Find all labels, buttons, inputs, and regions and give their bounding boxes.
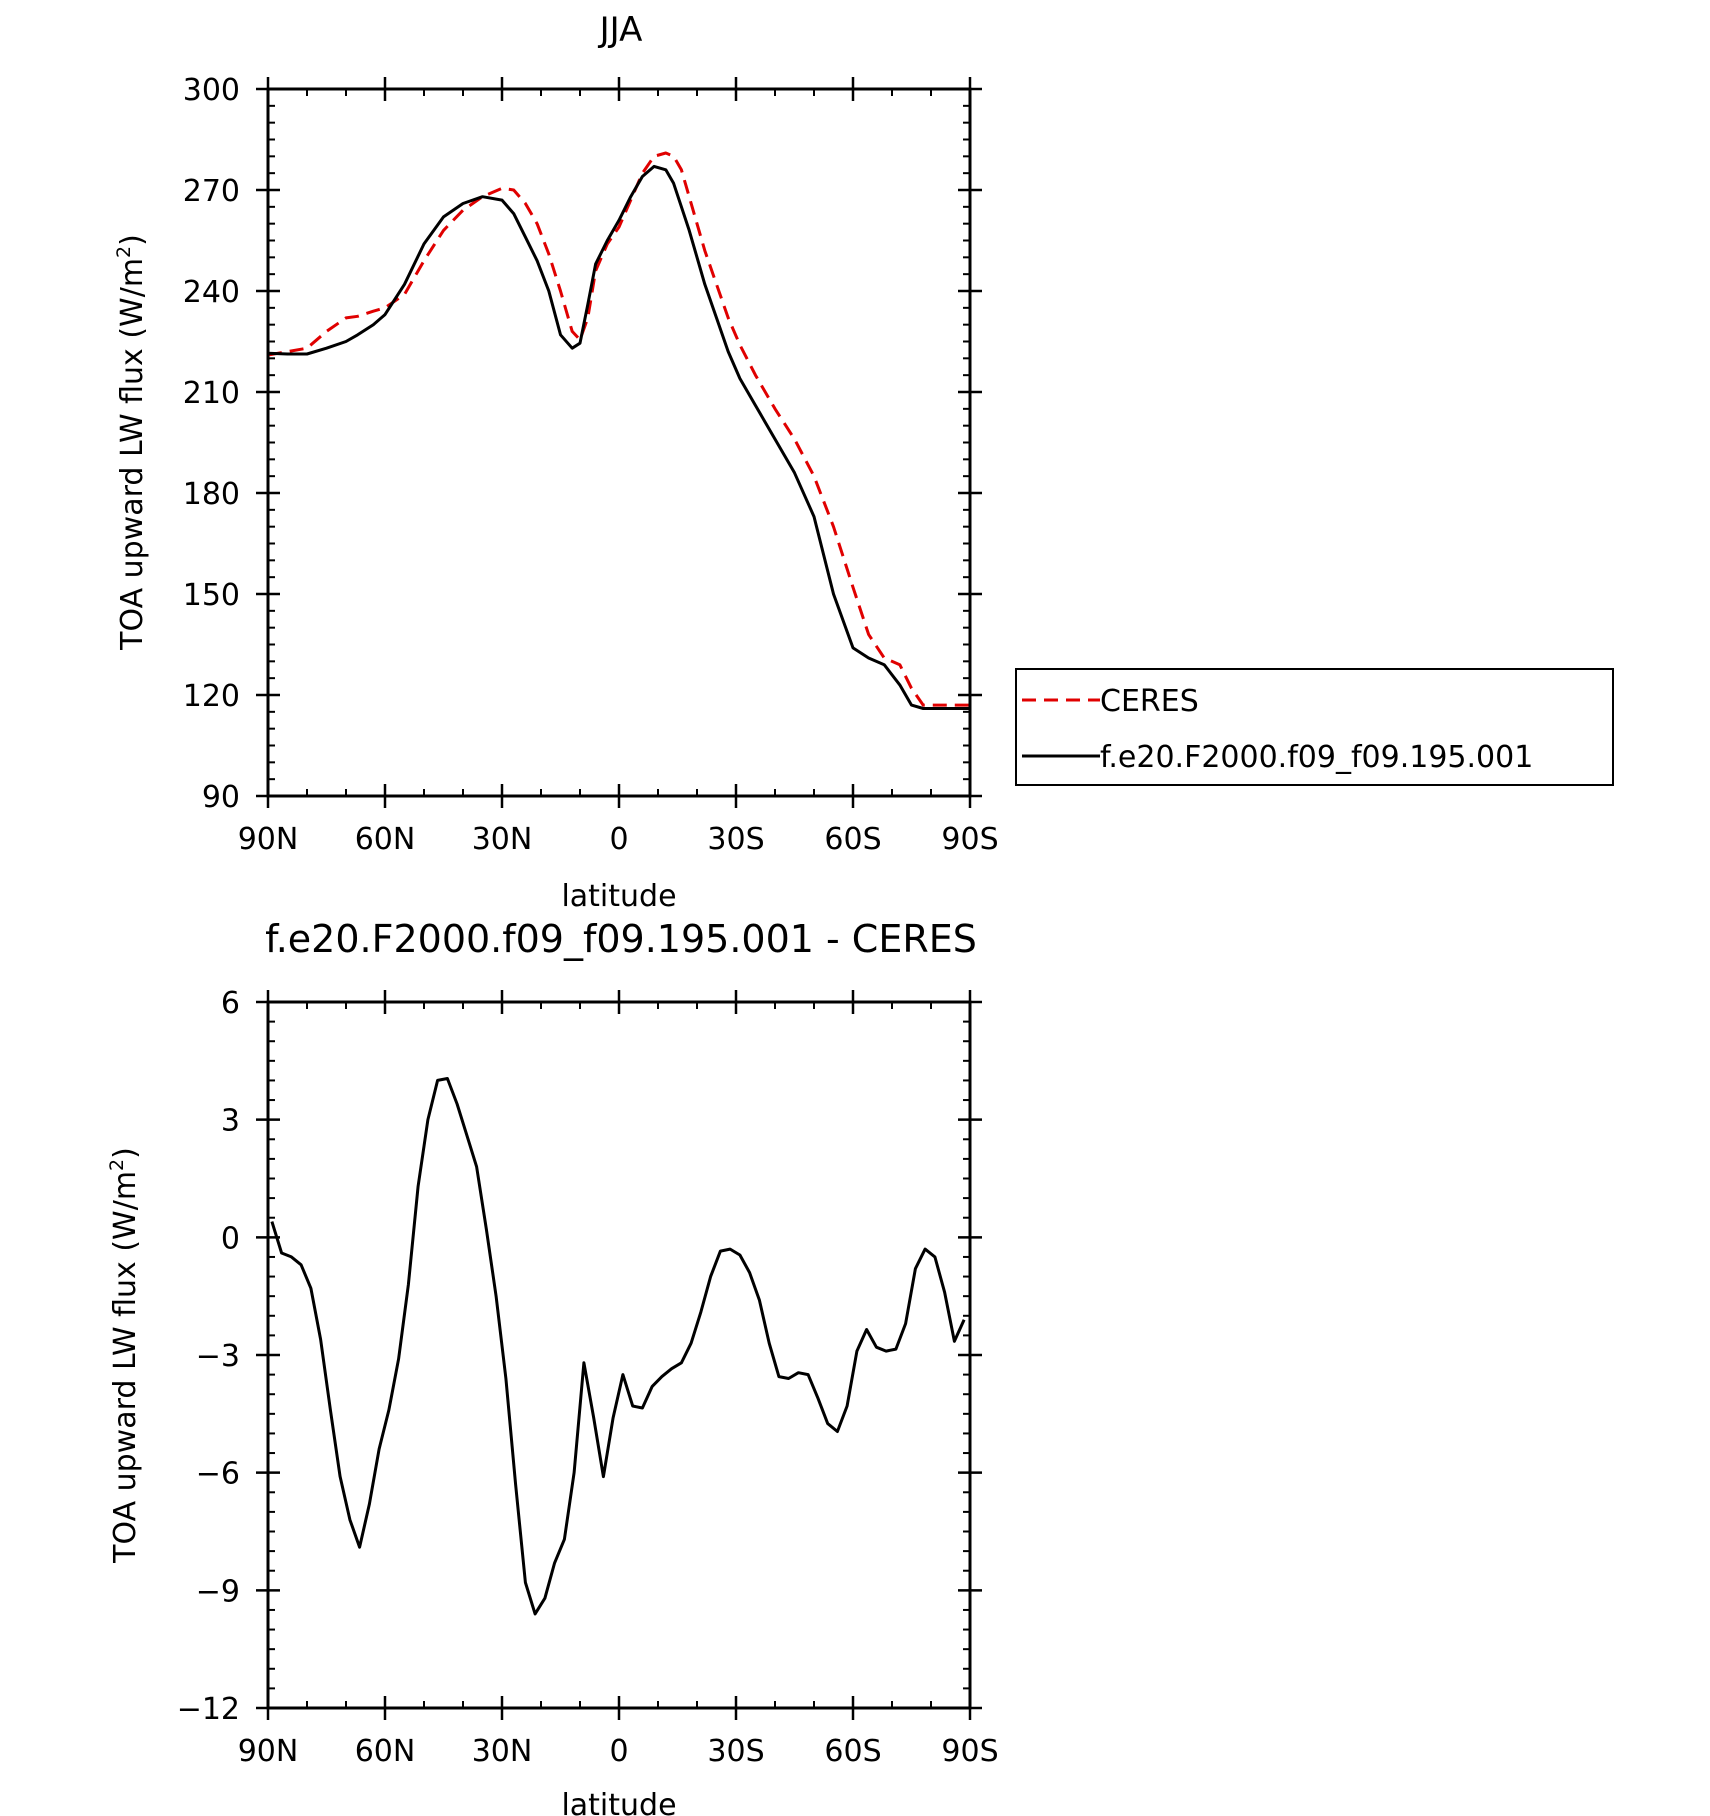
top-y-tick-label: 270 [183, 174, 240, 209]
top-y-tick-label: 150 [183, 578, 240, 613]
bottom-y-tick-label: −6 [196, 1457, 240, 1492]
bottom-y-tick-label: 3 [221, 1104, 240, 1139]
bottom-y-tick-label: 6 [221, 986, 240, 1021]
top-x-tick-label: 0 [609, 822, 628, 857]
top-panel: JJA 90 120 150 180 210 240 270 300 90N 60N 30N 0 30… [113, 10, 999, 914]
top-y-axis-label-tail: ) [115, 234, 150, 246]
top-y-axis-label-main: TOA upward LW flux (W/m [115, 258, 150, 651]
bottom-y-tick-label: −9 [196, 1574, 240, 1609]
bottom-x-tick-label: 30S [707, 1734, 764, 1769]
top-x-tick-label: 30N [472, 822, 533, 857]
legend-label-ceres: CERES [1100, 684, 1199, 719]
bottom-series-line-difference-0 [270, 1077, 966, 1616]
legend: CERES f.e20.F2000.f09_f09.195.001 [1015, 668, 1614, 786]
top-x-tick-labels: 90N 60N 30N 0 30S 60S 90S [238, 822, 999, 857]
top-series-line-ceres [267, 151, 970, 707]
bottom-x-tick-label: 90S [941, 1734, 998, 1769]
top-x-tick-label: 90S [941, 822, 998, 857]
bottom-x-tick-labels: 90N 60N 30N 0 30S 60S 90S [238, 1734, 999, 1769]
bottom-y-tick-label: −12 [177, 1692, 240, 1727]
top-x-tick-label: 60N [355, 822, 416, 857]
top-x-axis-label: latitude [561, 879, 676, 914]
top-y-tick-labels: 90 120 150 180 210 240 270 300 [183, 73, 240, 815]
top-y-axis-label: TOA upward LW flux (W/m2) [113, 234, 150, 651]
top-x-tick-label: 60S [824, 822, 881, 857]
top-y-tick-label: 90 [202, 780, 240, 815]
bottom-panel: f.e20.F2000.f09_f09.195.001 - CERES −12−… [106, 917, 999, 1816]
top-y-tick-label: 210 [183, 376, 240, 411]
bottom-x-tick-label: 60N [355, 1734, 416, 1769]
bottom-y-axis-label: TOA upward LW flux (W/m2) [106, 1147, 143, 1564]
bottom-plot-frame [266, 1000, 972, 1710]
bottom-x-tick-label: 60S [824, 1734, 881, 1769]
bottom-chart-title: f.e20.F2000.f09_f09.195.001 - CERES [265, 917, 977, 961]
legend-label-model: f.e20.F2000.f09_f09.195.001 [1100, 740, 1533, 775]
top-series-line-f-e20-f2000-f09-f09-195-001 [267, 164, 970, 710]
bottom-y-tick-label: −3 [196, 1339, 240, 1374]
bottom-y-axis-label-tail: ) [108, 1147, 143, 1159]
top-y-tick-label: 180 [183, 477, 240, 512]
top-tick-marks [256, 77, 982, 808]
bottom-y-axis-label-sup: 2 [106, 1159, 128, 1171]
top-chart-title: JJA [598, 10, 643, 50]
bottom-y-tick-label: 0 [221, 1221, 240, 1256]
bottom-series-lines [270, 1077, 966, 1616]
top-y-axis-label-sup: 2 [113, 246, 135, 258]
top-series-lines [267, 151, 970, 710]
bottom-x-tick-label: 30N [472, 1734, 533, 1769]
top-y-tick-label: 300 [183, 73, 240, 108]
top-y-tick-label: 240 [183, 275, 240, 310]
bottom-y-tick-labels: −12 −9 −6 −3 0 3 6 [177, 986, 240, 1727]
top-x-tick-label: 90N [238, 822, 299, 857]
legend-box [1015, 668, 1614, 786]
top-y-tick-label: 120 [183, 679, 240, 714]
top-x-tick-label: 30S [707, 822, 764, 857]
top-plot-frame [266, 87, 972, 798]
bottom-y-axis-label-main: TOA upward LW flux (W/m [108, 1171, 143, 1564]
bottom-x-tick-label: 90N [238, 1734, 299, 1769]
bottom-x-tick-label: 0 [609, 1734, 628, 1769]
bottom-tick-marks [256, 990, 982, 1720]
bottom-x-axis-label: latitude [561, 1788, 676, 1816]
